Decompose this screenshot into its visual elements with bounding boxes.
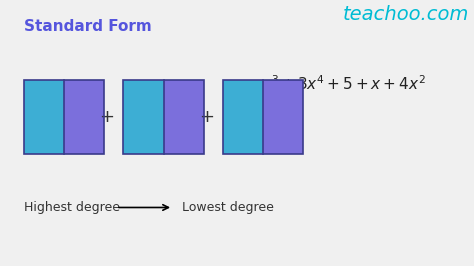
Bar	[123, 80, 164, 154]
Bar	[263, 80, 303, 154]
Text: +: +	[199, 108, 214, 126]
Text: teachoo.com: teachoo.com	[343, 5, 469, 24]
Bar	[64, 80, 104, 154]
Text: Standard Form: Standard Form	[24, 19, 152, 34]
Bar	[223, 80, 303, 154]
Text: +: +	[99, 108, 114, 126]
Text: $x^3+3x^4+5+x+4x^2$: $x^3+3x^4+5+x+4x^2$	[261, 74, 426, 93]
Text: Lowest degree: Lowest degree	[182, 201, 274, 214]
Bar	[164, 80, 204, 154]
Bar	[24, 80, 104, 154]
Bar	[223, 80, 263, 154]
Text: Highest degree: Highest degree	[24, 201, 120, 214]
Bar	[123, 80, 204, 154]
Bar	[24, 80, 64, 154]
